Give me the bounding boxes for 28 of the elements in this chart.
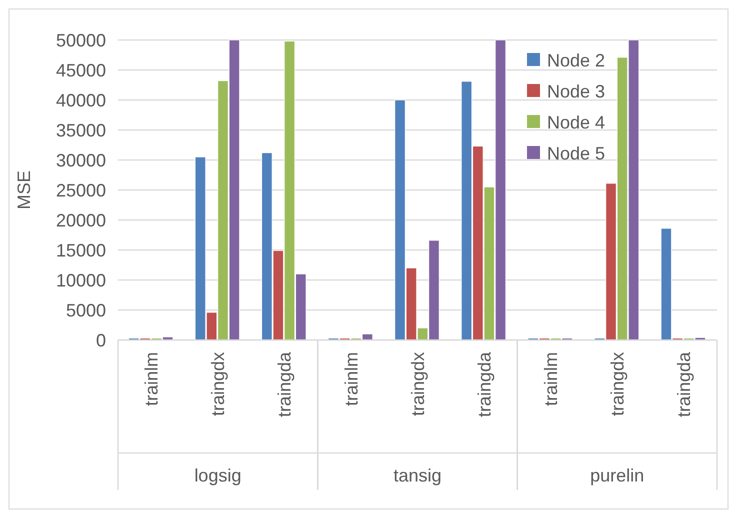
- y-tick-label: 15000: [56, 240, 106, 260]
- y-tick-label: 30000: [56, 150, 106, 170]
- legend-label: Node 3: [547, 81, 606, 102]
- x-tick-label: traingda: [274, 351, 295, 418]
- y-tick-label: 40000: [56, 90, 106, 110]
- x-tick-label: traingdx: [607, 352, 628, 416]
- y-tick-label: 5000: [66, 300, 106, 320]
- y-tick-label: 35000: [56, 120, 106, 140]
- y-tick-label: 10000: [56, 270, 106, 290]
- y-tick-label: 25000: [56, 180, 106, 200]
- y-tick-label: 0: [96, 330, 106, 350]
- x-tick-label: traingda: [474, 351, 494, 418]
- y-tick-label: 20000: [56, 210, 106, 230]
- x-tick-label: trainlm: [142, 352, 162, 406]
- text: tansig: [393, 465, 442, 486]
- x-tick-label: trainlm: [341, 352, 362, 406]
- legend-label: Node 2: [547, 50, 606, 70]
- x-tick-label: trainlm: [540, 352, 561, 406]
- x-tick-label: traingdx: [208, 352, 228, 416]
- y-axis-title: MSE: [14, 170, 34, 210]
- legend-label: Node 5: [547, 143, 606, 164]
- legend-label: Node 4: [547, 112, 606, 132]
- y-tick-label: 50000: [56, 30, 106, 50]
- x-tick-label: traingdx: [408, 352, 428, 416]
- text: purelin: [590, 465, 644, 486]
- y-tick-label: 45000: [56, 60, 106, 80]
- text: logsig: [194, 465, 242, 486]
- x-tick-label: traingda: [674, 351, 694, 418]
